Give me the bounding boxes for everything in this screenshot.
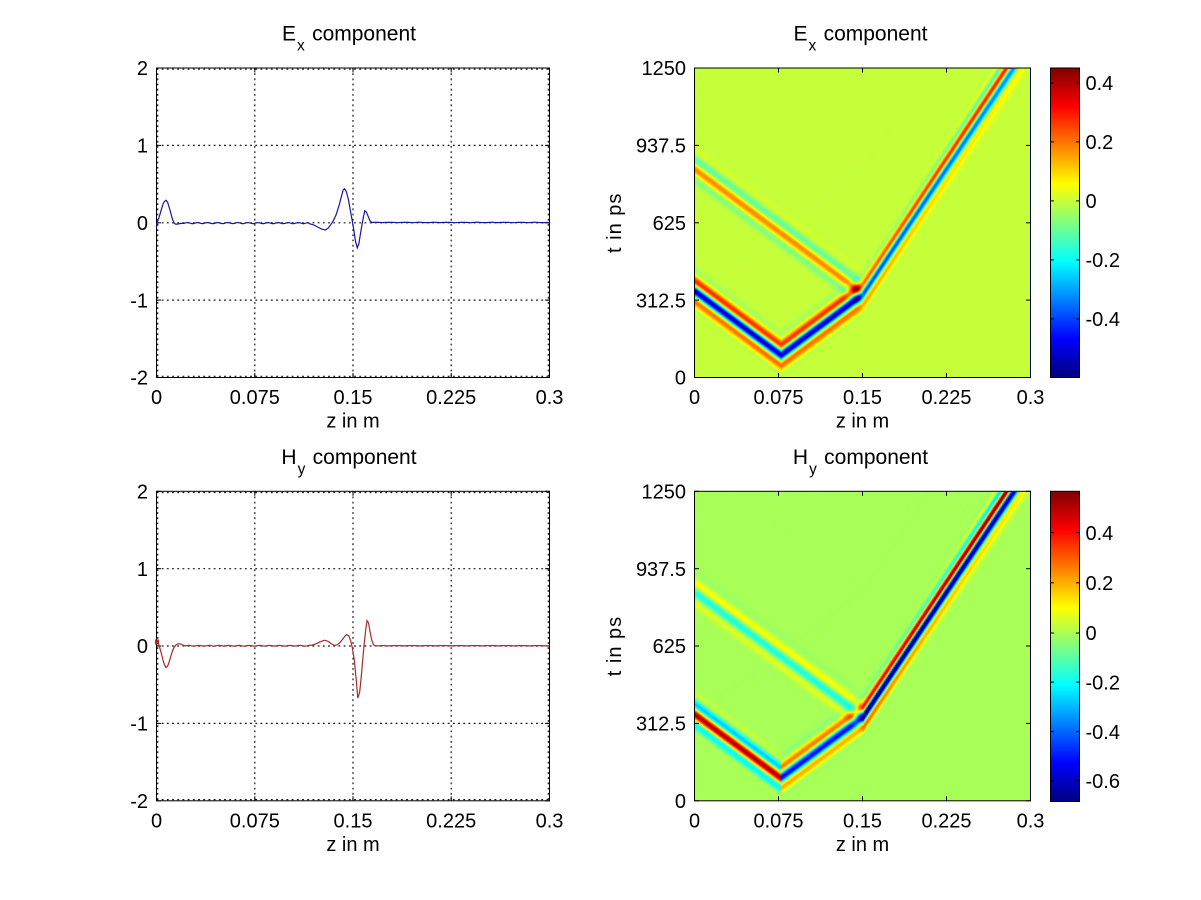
svg-text:0.225: 0.225	[426, 387, 476, 409]
svg-text:Hy component: Hy component	[281, 446, 416, 478]
svg-text:0.225: 0.225	[921, 387, 971, 409]
svg-text:2: 2	[137, 482, 148, 504]
svg-text:937.5: 937.5	[636, 559, 686, 581]
svg-text:0.075: 0.075	[230, 387, 280, 409]
svg-text:0: 0	[1086, 191, 1097, 213]
svg-text:0.225: 0.225	[921, 811, 971, 833]
svg-text:-0.6: -0.6	[1086, 771, 1120, 793]
svg-text:0.075: 0.075	[230, 811, 280, 833]
svg-text:-0.2: -0.2	[1086, 250, 1120, 272]
svg-text:-0.4: -0.4	[1086, 722, 1120, 744]
svg-text:0.4: 0.4	[1086, 73, 1114, 95]
svg-text:0: 0	[675, 791, 686, 813]
svg-text:0.3: 0.3	[1017, 811, 1045, 833]
svg-text:-2: -2	[130, 368, 148, 390]
svg-text:0.15: 0.15	[843, 811, 882, 833]
svg-text:0.2: 0.2	[1086, 573, 1114, 595]
svg-text:z in m: z in m	[326, 411, 379, 433]
svg-text:0: 0	[151, 811, 162, 833]
svg-text:0: 0	[137, 636, 148, 658]
svg-text:0.15: 0.15	[334, 811, 373, 833]
svg-text:0.3: 0.3	[536, 387, 564, 409]
svg-text:0.4: 0.4	[1086, 523, 1114, 545]
svg-text:0.075: 0.075	[753, 811, 803, 833]
svg-text:z in m: z in m	[836, 411, 889, 433]
svg-text:0.3: 0.3	[1017, 387, 1045, 409]
svg-text:Hy component: Hy component	[793, 446, 928, 478]
svg-text:625: 625	[653, 636, 686, 658]
svg-text:-1: -1	[130, 714, 148, 736]
svg-text:937.5: 937.5	[636, 136, 686, 158]
svg-text:0: 0	[689, 387, 700, 409]
svg-text:-0.4: -0.4	[1086, 309, 1120, 331]
svg-text:z in m: z in m	[836, 834, 889, 856]
svg-text:0: 0	[1086, 623, 1097, 645]
svg-text:-0.2: -0.2	[1086, 672, 1120, 694]
svg-text:0.2: 0.2	[1086, 132, 1114, 154]
svg-text:0.15: 0.15	[843, 387, 882, 409]
svg-text:312.5: 312.5	[636, 290, 686, 312]
svg-text:0: 0	[151, 387, 162, 409]
svg-text:0.15: 0.15	[334, 387, 373, 409]
svg-text:2: 2	[137, 58, 148, 80]
svg-text:0: 0	[689, 811, 700, 833]
svg-text:0.3: 0.3	[536, 811, 564, 833]
svg-text:625: 625	[653, 213, 686, 235]
svg-text:z in m: z in m	[326, 834, 379, 856]
svg-text:t in ps: t in ps	[604, 193, 626, 253]
svg-text:0.075: 0.075	[753, 387, 803, 409]
svg-text:Ex component: Ex component	[282, 23, 416, 55]
svg-text:t in ps: t in ps	[604, 616, 626, 676]
svg-text:1: 1	[137, 559, 148, 581]
svg-text:-2: -2	[130, 791, 148, 813]
svg-text:1250: 1250	[642, 58, 687, 80]
svg-text:Ex component: Ex component	[793, 23, 927, 55]
svg-text:1250: 1250	[642, 482, 687, 504]
svg-text:312.5: 312.5	[636, 714, 686, 736]
svg-text:0: 0	[675, 368, 686, 390]
svg-text:0.225: 0.225	[426, 811, 476, 833]
svg-text:0: 0	[137, 213, 148, 235]
svg-text:1: 1	[137, 136, 148, 158]
svg-text:-1: -1	[130, 290, 148, 312]
